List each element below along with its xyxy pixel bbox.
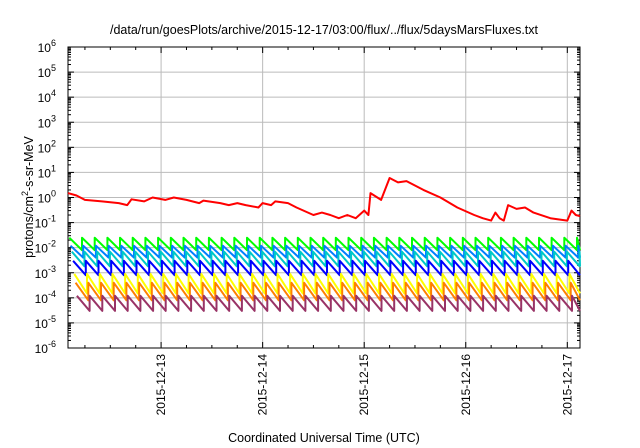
- y-tick-label: 106: [38, 38, 56, 55]
- y-tick-label-exp: -2: [48, 239, 56, 249]
- x-tick-label: 2015-12-15: [357, 354, 371, 416]
- x-tick-label: 2015-12-13: [154, 354, 168, 416]
- y-tick-label: 10-3: [35, 264, 56, 281]
- y-tick-label-exp: -4: [48, 289, 56, 299]
- y-tick-label-exp: 6: [51, 38, 56, 48]
- y-tick-label-exp: 2: [51, 138, 56, 148]
- y-tick-label: 10-4: [35, 289, 56, 306]
- y-tick-label: 10-2: [35, 239, 56, 256]
- y-tick-label: 103: [38, 113, 56, 130]
- y-tick-label-base: 10: [35, 267, 49, 281]
- series-line: [68, 236, 581, 252]
- y-tick-label: 10-5: [35, 314, 56, 331]
- y-tick-label-base: 10: [35, 342, 49, 356]
- y-axis-label-sup: 2: [20, 191, 30, 196]
- y-axis-label: protons/cm2-s-sr-MeV: [20, 135, 36, 257]
- series-line: [71, 250, 581, 268]
- grid: [68, 47, 580, 348]
- series-line: [73, 272, 581, 295]
- y-tick-label-base: 10: [38, 141, 52, 155]
- y-tick-label-exp: 3: [51, 113, 56, 123]
- x-axis-label: Coordinated Universal Time (UTC): [228, 431, 420, 445]
- y-tick-label-base: 10: [35, 242, 49, 256]
- y-tick-label-base: 10: [35, 292, 49, 306]
- y-tick-label-exp: -5: [48, 314, 56, 324]
- y-tick-label-base: 10: [38, 66, 52, 80]
- chart-title: /data/run/goesPlots/archive/2015-12-17/0…: [110, 23, 539, 37]
- y-tick-label-base: 10: [38, 41, 52, 55]
- y-tick-label-base: 10: [38, 116, 52, 130]
- series-line: [76, 294, 581, 312]
- x-tick-labels: 2015-12-13 2015-12-14 2015-12-15 2015-12-16…: [154, 354, 574, 416]
- y-tick-label-exp: 0: [51, 189, 56, 199]
- series-line: [74, 281, 581, 302]
- y-tick-label-base: 10: [38, 166, 52, 180]
- x-tick-label: 2015-12-14: [256, 354, 270, 416]
- y-tick-label: 104: [38, 88, 56, 105]
- y-axis-label-suffix: -s-sr-MeV: [22, 135, 36, 191]
- x-tick-label: 2015-12-17: [560, 354, 574, 416]
- y-tick-label: 10-1: [35, 214, 56, 231]
- y-axis-label-prefix: protons/cm: [22, 196, 36, 258]
- y-tick-label: 100: [38, 189, 56, 206]
- y-tick-label-exp: -3: [48, 264, 56, 274]
- y-tick-label-base: 10: [38, 91, 52, 105]
- y-tick-label-base: 10: [35, 317, 49, 331]
- y-tick-label: 105: [38, 63, 56, 80]
- y-tick-label-exp: 4: [51, 88, 56, 98]
- y-tick-label: 101: [38, 163, 56, 180]
- y-tick-label-base: 10: [35, 217, 49, 231]
- y-tick-label-exp: -1: [48, 214, 56, 224]
- y-tick-labels: 10-610-510-410-310-210-11001011021031041…: [35, 38, 56, 356]
- ticks: [68, 46, 580, 349]
- series-line: [69, 244, 581, 259]
- y-tick-label-base: 10: [38, 192, 52, 206]
- series-line: [67, 177, 581, 222]
- y-tick-label: 10-6: [35, 339, 56, 356]
- y-tick-label: 102: [38, 138, 56, 155]
- series-group: [67, 177, 581, 312]
- y-tick-label-exp: 5: [51, 63, 56, 73]
- y-tick-label-exp: 1: [51, 163, 56, 173]
- x-tick-label: 2015-12-16: [459, 354, 473, 416]
- y-tick-label-exp: -6: [48, 339, 56, 349]
- series-line: [72, 259, 581, 277]
